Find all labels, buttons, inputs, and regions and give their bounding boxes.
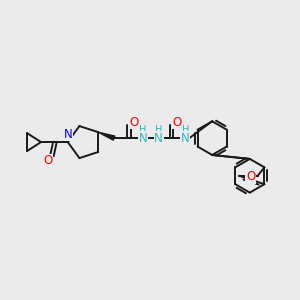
Text: N: N (138, 132, 147, 145)
Text: O: O (246, 170, 255, 183)
Text: O: O (43, 154, 52, 167)
Text: O: O (172, 116, 181, 129)
Text: N: N (63, 128, 72, 141)
Text: N: N (181, 132, 190, 145)
Text: H: H (182, 125, 189, 135)
Text: N: N (154, 132, 163, 145)
Polygon shape (98, 132, 115, 140)
Text: O: O (129, 116, 139, 129)
Text: H: H (139, 125, 146, 135)
Text: H: H (155, 125, 162, 135)
